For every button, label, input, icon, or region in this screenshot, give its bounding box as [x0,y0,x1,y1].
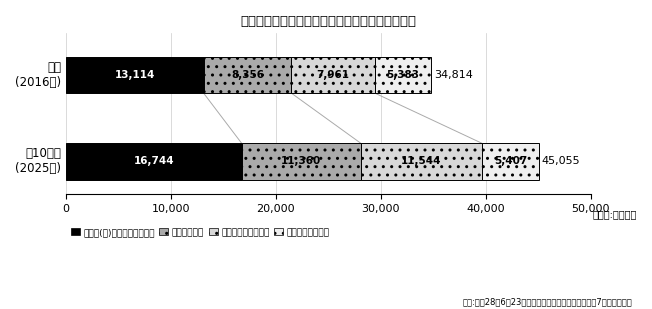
Text: 34,814: 34,814 [434,70,473,80]
Text: 16,744: 16,744 [134,156,174,167]
Text: 45,055: 45,055 [542,156,580,167]
Bar [242,143,361,180]
Title: 医療・保健・福祉に係る主な事業費の将来見通し: 医療・保健・福祉に係る主な事業費の将来見通し [241,15,416,28]
Text: 11,544: 11,544 [401,156,441,167]
Bar [361,143,482,180]
Text: 出典:平成28年6月23日開催浜松市行政経営諮問会議第7回審議会資料: 出典:平成28年6月23日開催浜松市行政経営諮問会議第7回審議会資料 [463,297,632,306]
Text: 8,356: 8,356 [231,70,264,80]
Bar [66,57,203,93]
Text: 5,407: 5,407 [494,156,527,167]
Text: 13,114: 13,114 [115,70,155,80]
Bar [291,57,375,93]
Text: （単位:百万円）: （単位:百万円） [593,209,637,219]
Bar [482,143,539,180]
Text: 5,383: 5,383 [387,70,419,80]
Text: 7,961: 7,961 [316,70,349,80]
Legend: 障害者(児)自立支援給付事業, 介護保険事業, 後期高齢者医療事業, 国民健康保険事業: 障害者(児)自立支援給付事業, 介護保険事業, 後期高齢者医療事業, 国民健康保… [70,228,330,237]
Text: 11,360: 11,360 [281,156,321,167]
Bar [203,57,291,93]
Bar [375,57,431,93]
Bar [66,143,242,180]
